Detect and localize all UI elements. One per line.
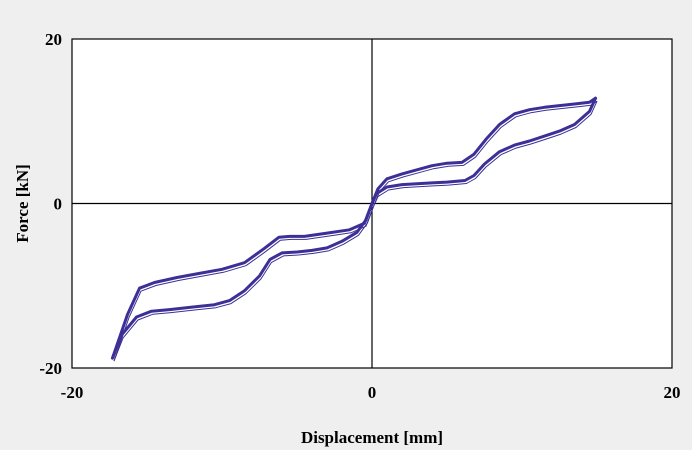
x-tick-label: -20 (61, 383, 84, 402)
x-tick-label: 0 (368, 383, 377, 402)
y-tick-label: 20 (45, 30, 62, 49)
series-line-3 (111, 202, 374, 360)
series-line-2 (370, 96, 597, 205)
series-line-4-cycle-trace (113, 206, 374, 362)
series-line-1-cycle-trace (373, 100, 598, 207)
series-line-1 (370, 96, 597, 205)
y-axis-title: Force [kN] (13, 164, 32, 243)
series-line-2-cycle-trace (373, 100, 598, 207)
x-axis-title: Displacement [mm] (301, 428, 443, 447)
y-tick-label: -20 (39, 359, 62, 378)
series-line-3-cycle-trace (113, 206, 374, 362)
y-tick-label: 0 (54, 195, 63, 214)
x-tick-label: 20 (664, 383, 681, 402)
tick-label-group: -20 0 20 20 0 -20 (39, 30, 680, 402)
series-group (111, 96, 598, 362)
series-line-4 (111, 202, 374, 360)
